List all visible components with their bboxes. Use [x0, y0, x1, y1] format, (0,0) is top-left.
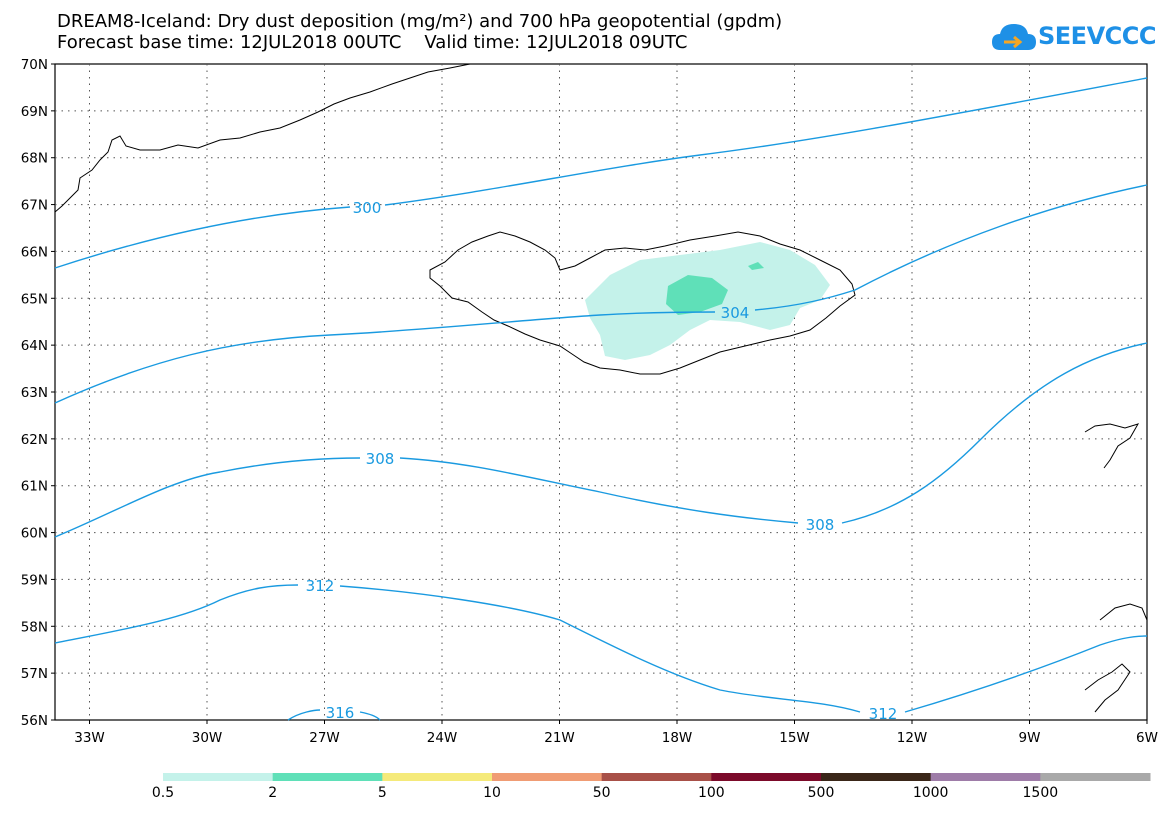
latitude-label: 57N: [21, 666, 48, 682]
longitude-label: 24W: [427, 730, 458, 746]
contour-label-312: 312: [869, 705, 898, 723]
contour-label-312: 312: [306, 577, 335, 595]
longitude-label: 30W: [192, 730, 223, 746]
longitude-label: 9W: [1019, 730, 1041, 746]
legend-swatch: [601, 773, 712, 781]
legend-label: 2: [268, 785, 278, 801]
latitude-label: 62N: [21, 432, 48, 448]
legend-label: 0.5: [151, 785, 175, 801]
latitude-label: 61N: [21, 479, 48, 495]
longitude-label: 33W: [74, 730, 105, 746]
contour-316: [287, 709, 381, 721]
cloud-icon: [992, 24, 1036, 50]
latitude-label: 59N: [21, 572, 48, 588]
seevccc-logo: SEEVCCC: [990, 20, 1157, 60]
legend-swatch: [382, 773, 493, 781]
longitude-labels: 33W 30W 27W 24W 21W 18W 15W 12W 9W 6W: [74, 730, 1158, 746]
contour-304: [54, 184, 1148, 404]
latitude-label: 60N: [21, 526, 48, 542]
legend-swatch: [1040, 773, 1151, 781]
latitude-label: 68N: [21, 151, 48, 167]
longitude-label: 12W: [897, 730, 928, 746]
contour-label-308: 308: [806, 516, 835, 534]
latitude-label: 67N: [21, 198, 48, 214]
latitude-label: 56N: [21, 713, 48, 729]
latitude-label: 70N: [21, 57, 48, 73]
map-title-line-1: DREAM8-Iceland: Dry dust deposition (mg/…: [57, 11, 783, 32]
legend-swatch: [272, 773, 383, 781]
contour-label-308: 308: [366, 450, 395, 468]
iceland-coast: [429, 231, 856, 375]
graticule: [55, 64, 1147, 720]
legend-label: 1500: [1022, 785, 1059, 801]
dust-level-2-small: [748, 262, 764, 270]
contour-label-304: 304: [721, 304, 750, 322]
longitude-label: 15W: [779, 730, 810, 746]
contour-300: [54, 77, 1148, 269]
latitude-labels: 70N 69N 68N 67N 66N 65N 64N 63N 62N 61N 60N 59N 58N 5…: [21, 57, 48, 729]
legend-swatch: [492, 773, 603, 781]
latitude-label: 65N: [21, 291, 48, 307]
legend-swatch: [711, 773, 822, 781]
geopotential-contours: [54, 77, 1148, 721]
contour-312-b: [339, 585, 1148, 713]
legend-swatch: [163, 773, 274, 781]
contour-308-a: [54, 457, 361, 538]
legend-label: 100: [697, 785, 725, 801]
contour-312-a: [54, 584, 299, 644]
latitude-label: 63N: [21, 385, 48, 401]
legend-label: 500: [807, 785, 835, 801]
contour-label-300: 300: [353, 199, 382, 217]
legend-label: 50: [592, 785, 611, 801]
coastlines: [54, 63, 1148, 720]
longitude-label: 18W: [662, 730, 693, 746]
legend-swatch: [821, 773, 932, 781]
map-title-line-2: Forecast base time: 12JUL2018 00UTC Vali…: [57, 32, 688, 53]
axis-ticks: [51, 63, 1148, 724]
dust-deposition-field: [585, 242, 830, 360]
legend-label: 1000: [912, 785, 949, 801]
contour-308-b: [399, 342, 1148, 524]
longitude-label: 27W: [309, 730, 340, 746]
contour-label-316: 316: [326, 704, 355, 722]
latitude-label: 64N: [21, 338, 48, 354]
longitude-label: 6W: [1136, 730, 1158, 746]
faroe-islands: [1084, 423, 1140, 469]
legend-colorbar: [163, 773, 1151, 781]
latitude-label: 66N: [21, 244, 48, 260]
legend-label: 10: [483, 785, 501, 801]
dust-level-2: [666, 275, 728, 315]
latitude-label: 58N: [21, 619, 48, 635]
greenland-coast: [54, 63, 471, 213]
legend-swatch: [930, 773, 1041, 781]
longitude-label: 21W: [544, 730, 575, 746]
latitude-label: 69N: [21, 104, 48, 120]
logo-text: SEEVCCC: [1038, 22, 1157, 50]
legend-label: 5: [377, 785, 387, 801]
contour-labels: 300 304 308 308 312 312 316: [306, 199, 898, 723]
